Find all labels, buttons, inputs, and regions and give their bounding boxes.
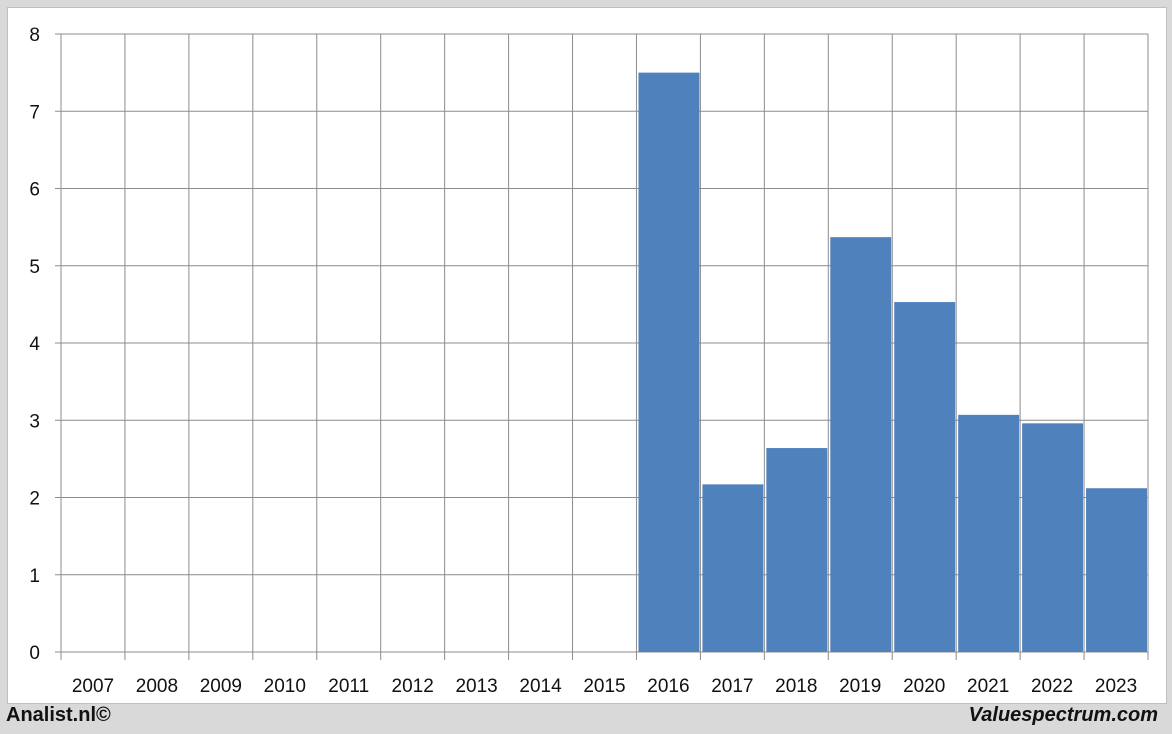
bar-2020 <box>894 302 956 652</box>
y-tick-label: 0 <box>29 643 40 664</box>
x-tick-label: 2008 <box>136 676 178 697</box>
y-tick-label: 6 <box>29 180 40 201</box>
bar-2016 <box>638 72 700 652</box>
x-tick-label: 2020 <box>903 676 945 697</box>
y-tick-label: 5 <box>29 257 40 278</box>
y-tick-label: 7 <box>29 102 40 123</box>
x-tick-label: 2019 <box>839 676 881 697</box>
bar-2017 <box>702 484 764 652</box>
bar-2019 <box>830 237 892 653</box>
y-tick-label: 8 <box>29 25 40 46</box>
bar-2018 <box>766 448 828 652</box>
bar-2023 <box>1086 488 1147 652</box>
x-tick-label: 2022 <box>1031 676 1073 697</box>
footer-brand-right: Valuespectrum.com <box>968 704 1158 726</box>
x-tick-label: 2018 <box>775 676 817 697</box>
x-tick-label: 2007 <box>72 676 114 697</box>
x-tick-label: 2023 <box>1095 676 1137 697</box>
y-tick-label: 4 <box>29 334 40 355</box>
y-tick-label: 2 <box>29 489 40 510</box>
footer-brand-left: Analist.nl© <box>6 704 111 726</box>
y-tick-label: 3 <box>29 411 40 432</box>
x-tick-label: 2012 <box>392 676 434 697</box>
x-tick-label: 2013 <box>455 676 497 697</box>
y-tick-label: 1 <box>29 566 40 587</box>
bar-2022 <box>1022 423 1084 652</box>
x-tick-label: 2015 <box>583 676 625 697</box>
x-tick-label: 2017 <box>711 676 753 697</box>
x-tick-label: 2011 <box>328 676 369 697</box>
x-tick-label: 2014 <box>519 676 562 697</box>
x-tick-label: 2016 <box>647 676 689 697</box>
x-tick-label: 2010 <box>264 676 306 697</box>
x-tick-label: 2021 <box>967 676 1009 697</box>
x-tick-label: 2009 <box>200 676 242 697</box>
bar-2021 <box>958 414 1020 652</box>
